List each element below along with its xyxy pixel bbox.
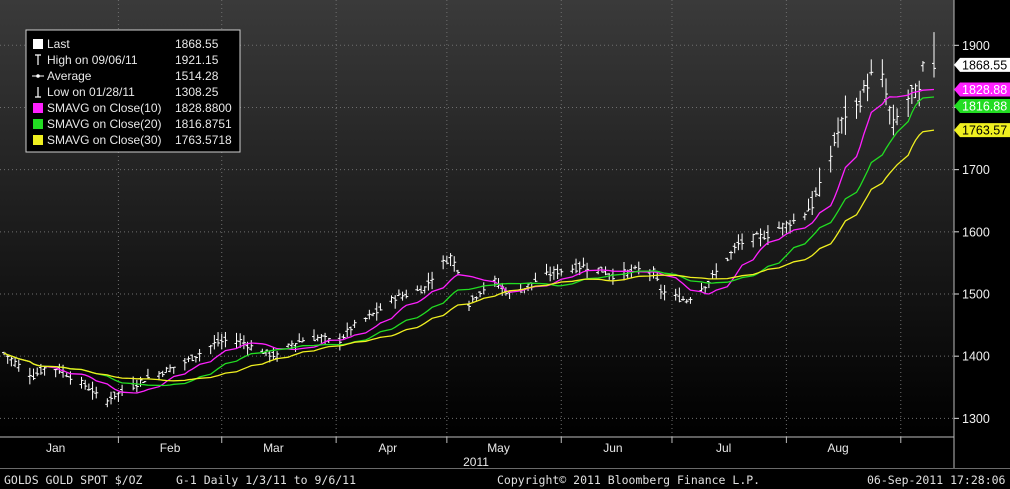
timestamp-label: 06-Sep-2011 17:28:06 [867, 473, 1006, 487]
x-month-label: Mar [263, 441, 284, 455]
legend-label: SMAVG on Close(10) [47, 101, 162, 115]
value-tag-text: 1816.88 [962, 99, 1007, 113]
average-dot [36, 74, 40, 78]
legend-label: High on 09/06/11 [47, 53, 138, 67]
price-chart: 1300140015001600170018001900JanFebMarApr… [0, 0, 1010, 468]
value-tag-bg [954, 98, 1010, 113]
high-marker-icon [35, 54, 41, 65]
x-month-label: Feb [160, 441, 181, 455]
x-month-label: Apr [378, 441, 397, 455]
x-year-label: 2011 [463, 455, 489, 468]
legend-value: 1816.8751 [175, 117, 232, 131]
legend-label: SMAVG on Close(30) [47, 133, 162, 147]
copyright-label: Copyright© 2011 Bloomberg Finance L.P. [497, 473, 761, 487]
legend-swatch [33, 119, 43, 129]
legend-label: SMAVG on Close(20) [47, 117, 162, 131]
legend-value: 1308.25 [175, 85, 219, 99]
legend-value: 1828.8800 [175, 101, 232, 115]
legend-label: Low on 01/28/11 [47, 85, 135, 99]
sma-line-30 [3, 129, 935, 382]
legend-item-sma20: SMAVG on Close(20) 1816.8751 [33, 117, 232, 131]
legend-value: 1514.28 [175, 69, 219, 83]
y-tick-label: 1500 [962, 288, 990, 302]
value-tags: 1868.55 1816.88 1763.57 1828.88 [954, 57, 1010, 138]
y-tick-label: 1700 [962, 163, 990, 177]
sma-line-20 [3, 96, 935, 387]
x-month-label: Jul [716, 441, 731, 455]
legend-item-low: Low on 01/28/11 1308.25 [35, 85, 219, 99]
x-month-label: May [487, 441, 510, 455]
y-tick-label: 1400 [962, 350, 990, 364]
legend-label: Average [47, 69, 92, 83]
sma-line-10 [3, 88, 935, 394]
legend-value: 1921.15 [175, 53, 219, 67]
ticker-label: GOLDS GOLD SPOT $/OZ [4, 473, 143, 487]
legend-label: Last [47, 37, 70, 51]
legend-value: 1763.5718 [175, 133, 232, 147]
value-tag-sma20: 1816.88 [954, 98, 1010, 113]
y-tick-label: 1900 [962, 39, 990, 53]
legend-swatch [33, 103, 43, 113]
legend-swatch [33, 39, 43, 49]
value-tag-bg [954, 123, 1010, 138]
legend-item-sma10: SMAVG on Close(10) 1828.8800 [33, 101, 232, 115]
value-tag-bg [954, 82, 1010, 97]
value-tag-last: 1868.55 [954, 57, 1010, 72]
value-tag-text: 1828.88 [962, 83, 1007, 97]
value-tag-text: 1868.55 [962, 58, 1007, 72]
x-month-label: Aug [827, 441, 848, 455]
value-tag-bg [954, 57, 1010, 72]
value-tag-text: 1763.57 [962, 124, 1007, 138]
status-bar: GOLDS GOLD SPOT $/OZ G-1 Daily 1/3/11 to… [0, 468, 1010, 489]
series-layer [2, 32, 936, 408]
x-month-label: Jan [46, 441, 65, 455]
low-marker-icon [35, 87, 41, 98]
value-tag-sma30: 1763.57 [954, 123, 1010, 138]
legend-swatch [33, 135, 43, 145]
value-tag-sma10: 1828.88 [954, 82, 1010, 97]
y-tick-label: 1600 [962, 225, 990, 239]
legend-item-last: Last 1868.55 [33, 37, 219, 51]
legend-item-high: High on 09/06/11 1921.15 [35, 53, 219, 67]
legend-box [25, 29, 241, 153]
y-tick-label: 1300 [962, 412, 990, 426]
legend-value: 1868.55 [175, 37, 219, 51]
legend-item-sma30: SMAVG on Close(30) 1763.5718 [33, 133, 232, 147]
legend: Last 1868.55 High on 09/06/11 1921.15 Averag… [25, 29, 241, 153]
x-month-label: Jun [603, 441, 622, 455]
range-label: G-1 Daily 1/3/11 to 9/6/11 [176, 473, 357, 487]
legend-item-average: Average 1514.28 [32, 69, 219, 83]
